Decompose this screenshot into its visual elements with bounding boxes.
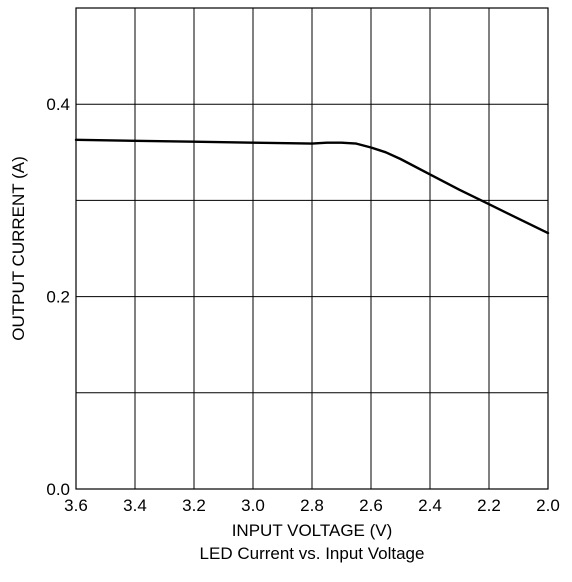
x-tick-label: 2.0	[536, 496, 560, 515]
x-tick-labels: 3.6 3.4 3.2 3.0 2.8 2.6 2.4 2.2 2.0	[64, 496, 560, 515]
x-tick-label: 2.4	[418, 496, 442, 515]
x-tick-label: 3.4	[123, 496, 147, 515]
y-tick-labels: 0.0 0.2 0.4	[46, 95, 70, 499]
chart-series	[74, 138, 550, 235]
y-tick-label: 0.4	[46, 95, 70, 114]
x-tick-label: 2.6	[359, 496, 383, 515]
x-tick-label: 2.8	[300, 496, 324, 515]
x-tick-label: 3.2	[182, 496, 206, 515]
y-axis-title: OUTPUT CURRENT (A)	[9, 156, 28, 341]
x-axis-title: INPUT VOLTAGE (V)	[232, 521, 393, 540]
y-tick-label: 0.2	[46, 288, 70, 307]
x-tick-label: 2.2	[477, 496, 501, 515]
chart-caption: LED Current vs. Input Voltage	[200, 544, 425, 563]
plot-frame	[75, 7, 549, 490]
x-tick-label: 3.6	[64, 496, 88, 515]
chart-grid	[75, 7, 549, 490]
series-line	[74, 138, 550, 235]
x-tick-label: 3.0	[241, 496, 265, 515]
y-tick-label: 0.0	[46, 480, 70, 499]
